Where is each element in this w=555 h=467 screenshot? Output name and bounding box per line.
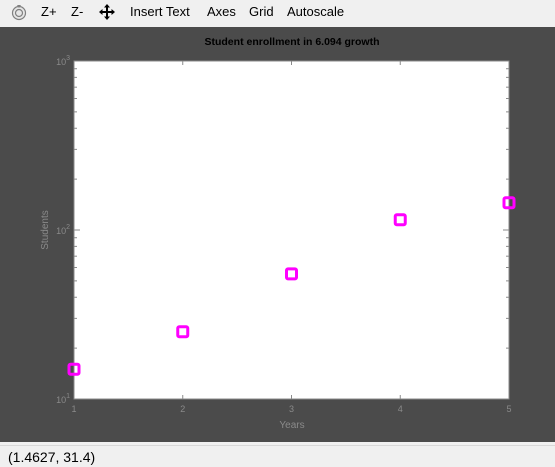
y-tick-label: 102 [56,224,70,236]
x-tick-label: 2 [180,404,185,414]
x-tick-label: 1 [71,404,76,414]
figure-canvas[interactable]: Student enrollment in 6.094 growth 1 2 3 4 5… [0,27,555,442]
chart[interactable]: Student enrollment in 6.094 growth 1 2 3 4 5… [0,27,555,442]
y-tick-label: 103 [56,55,70,67]
data-point [502,196,516,210]
data-point [285,267,298,281]
zoom-in-button[interactable]: Z+ [41,4,57,19]
x-tick-label: 4 [398,404,403,414]
reset-view-icon[interactable] [10,3,28,24]
plot-area[interactable] [74,61,509,399]
zoom-out-button[interactable]: Z- [71,4,84,19]
axes-button[interactable]: Axes [207,4,236,19]
insert-text-button[interactable]: Insert Text [130,4,190,19]
cursor-coordinates: (1.4627, 31.4) [8,449,96,465]
y-tick-label: 101 [56,393,70,405]
autoscale-button[interactable]: Autoscale [287,4,345,19]
grid-button[interactable]: Grid [249,4,274,19]
x-tick-label: 5 [506,404,511,414]
data-point [176,325,190,339]
x-tick-label: 3 [289,404,294,414]
status-bar: (1.4627, 31.4) [0,445,555,467]
y-axis-label: Students [40,210,51,249]
toolbar: Z+ Z- Insert Text Axes Grid Autoscale [0,0,555,25]
chart-title: Student enrollment in 6.094 growth [204,36,379,48]
data-point [393,213,407,227]
pan-arrows-icon[interactable] [98,3,116,24]
data-point [67,362,81,376]
x-axis-label: Years [279,420,304,431]
